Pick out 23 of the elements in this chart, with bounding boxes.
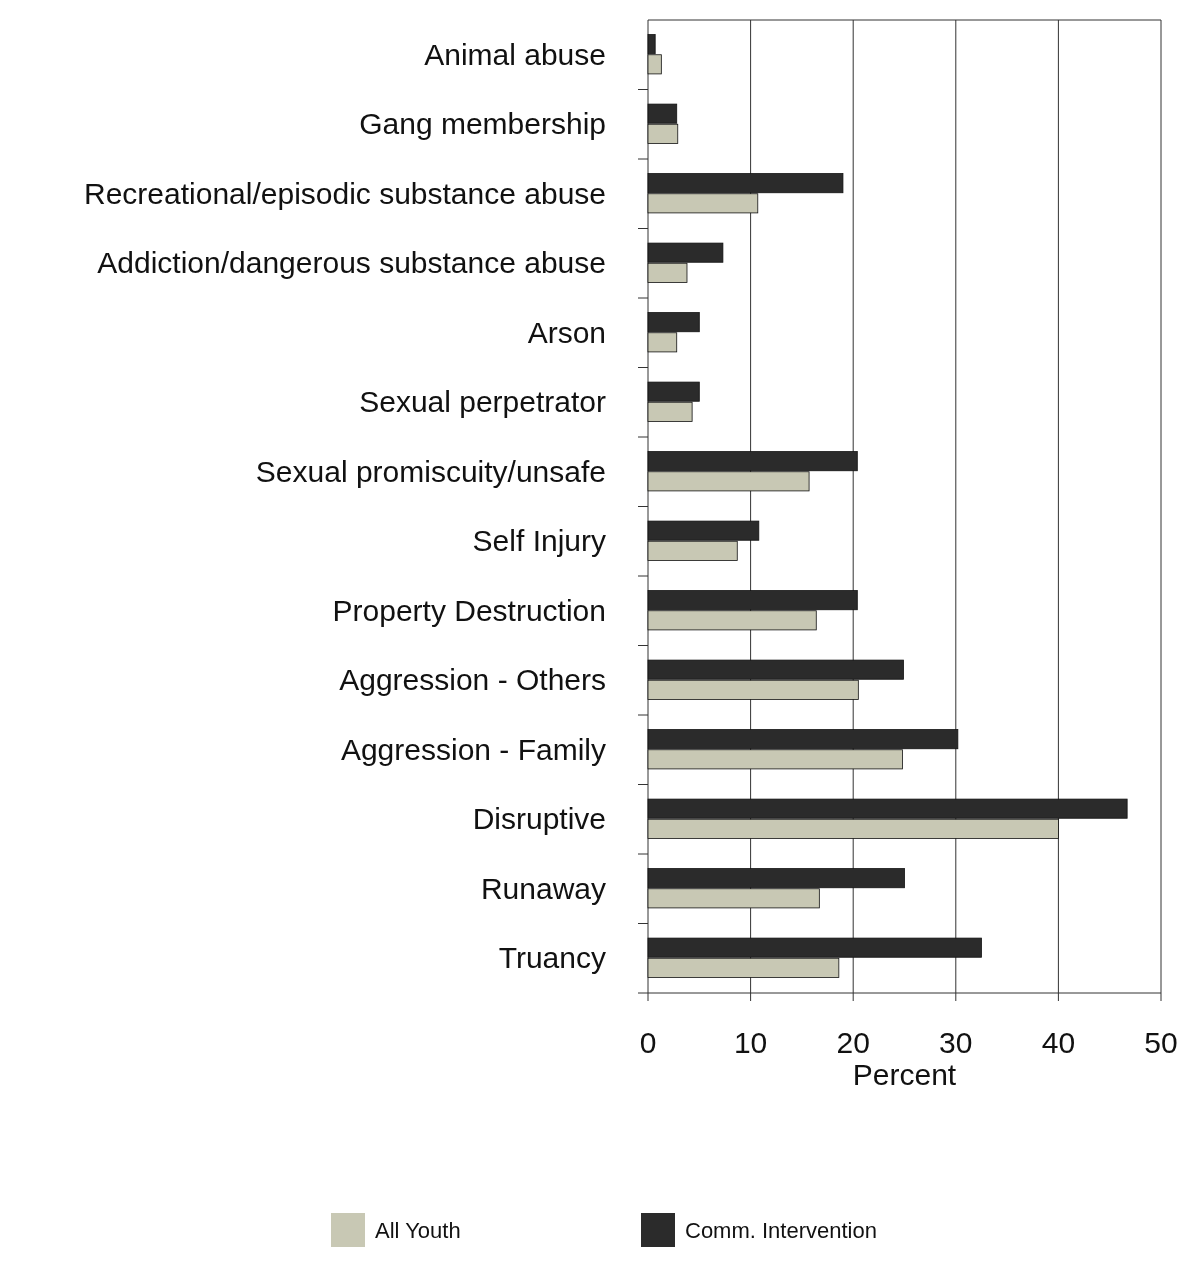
y-tick-label: Aggression - Family (340, 732, 606, 766)
x-tick-label: 50 (1144, 1026, 1178, 1059)
y-tick-label: Addiction/dangerous substance abuse (97, 246, 606, 280)
y-tick-label: Animal abuse (424, 37, 606, 71)
x-axis-title: Percent (852, 1058, 957, 1091)
y-tick-label: Sexual promiscuity/unsafe (255, 454, 606, 488)
legend-label: All Youth (375, 1218, 461, 1243)
x-tick-label: 30 (939, 1026, 973, 1059)
y-tick-label: Arson (527, 315, 606, 349)
y-tick-label: Gang membership (359, 107, 606, 141)
y-tick-label: Runaway (480, 871, 606, 905)
x-tick-label: 0 (639, 1026, 657, 1059)
x-tick-label: 10 (733, 1026, 768, 1059)
y-tick-label: Aggression - Others (339, 663, 606, 697)
x-tick-label: 20 (836, 1026, 870, 1059)
x-tick-label: 40 (1041, 1026, 1076, 1059)
legend-label: Comm. Intervention (685, 1218, 877, 1243)
y-tick-label: Recreational/episodic substance abuse (84, 176, 606, 210)
y-tick-label: Self Injury (472, 524, 606, 558)
y-tick-label: Sexual perpetrator (359, 385, 607, 419)
y-tick-label: Property Destruction (332, 593, 606, 627)
y-tick-label: Disruptive (472, 802, 606, 836)
y-tick-label: Truancy (498, 941, 606, 975)
